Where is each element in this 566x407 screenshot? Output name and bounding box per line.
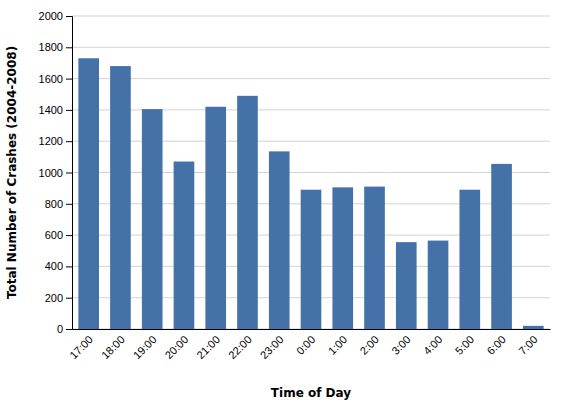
y-tick-mark xyxy=(66,141,72,142)
y-tick-mark xyxy=(66,110,72,111)
bar xyxy=(459,190,480,329)
x-tick: 23:00 xyxy=(258,333,286,361)
x-tick: 2:00 xyxy=(357,333,381,357)
x-tick: 6:00 xyxy=(484,333,508,357)
y-axis-line xyxy=(66,17,73,330)
y-tick-label: 0 xyxy=(57,323,63,335)
bar xyxy=(301,190,322,329)
x-tick: 18:00 xyxy=(99,333,127,361)
x-tick: 21:00 xyxy=(194,333,222,361)
x-tick: 17:00 xyxy=(67,333,95,361)
y-tick-label: 1400 xyxy=(39,104,63,116)
y-tick-mark xyxy=(66,235,72,236)
y-tick-label: 1200 xyxy=(39,135,63,147)
x-tick-label: 20:00 xyxy=(162,333,190,361)
x-tick: 1:00 xyxy=(326,333,350,357)
x-tick-label: 17:00 xyxy=(67,333,95,361)
bar xyxy=(78,58,99,329)
bar xyxy=(396,242,417,329)
y-tick-mark xyxy=(66,329,72,330)
y-tick: 1200 xyxy=(39,135,72,147)
y-tick-label: 1000 xyxy=(39,167,63,179)
bar xyxy=(364,187,385,329)
y-tick-mark xyxy=(66,173,72,174)
x-tick: 3:00 xyxy=(389,333,413,357)
y-tick-mark xyxy=(66,204,72,205)
y-tick: 200 xyxy=(45,292,72,304)
y-tick-label: 200 xyxy=(45,292,63,304)
bar xyxy=(523,326,544,329)
x-tick-label: 3:00 xyxy=(389,333,413,357)
x-tick: 22:00 xyxy=(226,333,254,361)
y-axis-title: Total Number of Crashes (2004-2008) xyxy=(5,46,19,299)
y-tick-label: 2000 xyxy=(39,10,63,22)
y-tick: 0 xyxy=(57,323,72,335)
y-tick-label: 600 xyxy=(45,229,63,241)
x-tick-label: 4:00 xyxy=(421,333,445,357)
y-tick-label: 400 xyxy=(45,260,63,272)
x-tick-label: 6:00 xyxy=(484,333,508,357)
y-tick: 800 xyxy=(45,198,72,210)
bar xyxy=(174,162,195,329)
bar xyxy=(142,109,163,329)
x-tick-label: 1:00 xyxy=(326,333,350,357)
bar xyxy=(237,96,258,329)
x-tick-label: 7:00 xyxy=(516,333,540,357)
bar xyxy=(110,66,131,329)
bar xyxy=(269,151,290,329)
plot: 0 200 400 600 800 1000 1200 1400 1600 1800 2000 17:… xyxy=(39,10,551,361)
bar xyxy=(428,241,449,329)
y-tick-mark xyxy=(66,79,72,80)
x-tick-label: 22:00 xyxy=(226,333,254,361)
x-tick: 7:00 xyxy=(516,333,540,357)
x-tick: 0:00 xyxy=(294,333,318,357)
bar xyxy=(205,107,226,329)
x-axis-line xyxy=(73,329,551,330)
x-tick: 4:00 xyxy=(421,333,445,357)
x-tick: 19:00 xyxy=(131,333,159,361)
y-tick-label: 1600 xyxy=(39,73,63,85)
x-axis: 17:0018:0019:0020:0021:0022:0023:00 0:00 1… xyxy=(67,330,550,362)
x-tick-label: 19:00 xyxy=(131,333,159,361)
bars xyxy=(78,58,543,329)
x-tick-label: 23:00 xyxy=(258,333,286,361)
y-tick: 1400 xyxy=(39,104,72,116)
grid-line xyxy=(72,16,550,17)
y-tick-mark xyxy=(66,16,72,17)
grid-line xyxy=(72,47,550,48)
x-tick-label: 18:00 xyxy=(99,333,127,361)
x-tick-label: 5:00 xyxy=(453,333,477,357)
y-tick: 1000 xyxy=(39,167,72,179)
grid-line xyxy=(72,78,550,79)
y-tick: 2000 xyxy=(39,10,72,22)
y-tick-mark xyxy=(66,47,72,48)
y-tick-label: 1800 xyxy=(39,41,63,53)
chart: 0 200 400 600 800 1000 1200 1400 1600 1800 2000 17:… xyxy=(0,0,566,407)
x-axis-title: Time of Day xyxy=(271,386,351,400)
x-tick: 20:00 xyxy=(162,333,190,361)
y-tick: 1600 xyxy=(39,73,72,85)
bar xyxy=(491,164,512,329)
x-tick-label: 0:00 xyxy=(294,333,318,357)
y-tick-label: 800 xyxy=(45,198,63,210)
y-axis: 0 200 400 600 800 1000 1200 1400 1600 1800 2000 xyxy=(39,10,73,335)
x-tick-label: 21:00 xyxy=(194,333,222,361)
bar xyxy=(332,187,353,329)
x-tick: 5:00 xyxy=(453,333,477,357)
y-tick-mark xyxy=(66,298,72,299)
y-tick-mark xyxy=(66,266,72,267)
x-tick-label: 2:00 xyxy=(357,333,381,357)
y-tick: 400 xyxy=(45,260,72,272)
y-tick: 1800 xyxy=(39,41,72,53)
y-tick: 600 xyxy=(45,229,72,241)
grid xyxy=(72,16,550,329)
